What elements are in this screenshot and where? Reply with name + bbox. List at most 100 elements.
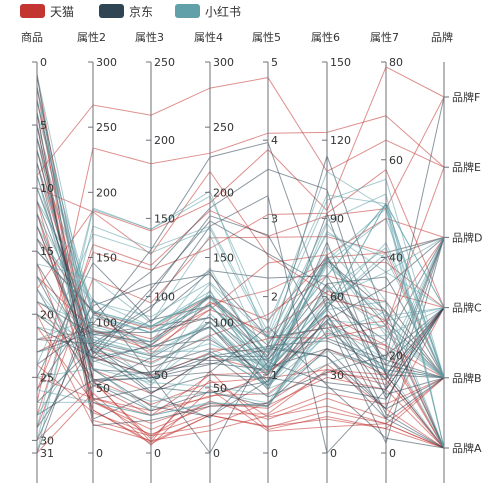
series-2-line-21 — [36, 307, 445, 398]
axis-4-tick-label-7: 300 — [213, 56, 234, 69]
series-3-line-23 — [36, 264, 445, 376]
legend-swatch-2[interactable] — [99, 4, 124, 18]
series-1-line-25 — [36, 314, 445, 412]
legend-label-3[interactable]: 小红书 — [205, 4, 241, 19]
axes: 商品05101520253031属性2050100150200250300属性3… — [21, 30, 482, 483]
series-3-line-6 — [36, 137, 445, 378]
series-3-line-31 — [36, 190, 445, 454]
axis-2-tick-label-6: 250 — [96, 121, 117, 134]
series-1-line-27 — [36, 115, 445, 403]
series-1-line-8 — [36, 162, 445, 379]
series-3-line-30 — [36, 170, 445, 441]
axis-7-tick-label-2: 20 — [389, 349, 403, 362]
axis-1-tick-label-8: 31 — [40, 447, 54, 460]
series-2-line-26 — [36, 273, 445, 391]
axis-3-tick-label-6: 250 — [154, 56, 175, 69]
axis-8-tick-label-1: 品牌A — [452, 441, 482, 455]
series-2-line-1 — [36, 74, 445, 420]
axis-7-tick-label-5: 80 — [389, 56, 403, 69]
axis-3: 属性3 0 50 100 150 200 250 — [135, 30, 175, 483]
axis-4-tick-label-3: 100 — [213, 317, 234, 330]
axis-4-tick-label-6: 250 — [213, 121, 234, 134]
axis-2-tick-label-1: 0 — [96, 447, 103, 460]
axis-3-tick-label-2: 50 — [154, 369, 168, 382]
axis-5-tick-label-6: 5 — [271, 56, 278, 69]
axis-6-tick-label-5: 120 — [330, 134, 351, 147]
series-3-line-28 — [36, 246, 445, 416]
axis-name-6: 属性6 — [311, 30, 340, 44]
axis-6-tick-label-3: 60 — [330, 291, 344, 304]
axis-1-tick-label-6: 25 — [40, 371, 54, 384]
axis-name-1: 商品 — [21, 30, 43, 44]
axis-7-tick-label-3: 40 — [389, 252, 403, 265]
axis-8-tick-label-5: 品牌E — [452, 160, 481, 174]
series-3-line-18 — [36, 285, 445, 387]
series-1-line-23 — [36, 217, 445, 353]
axis-4-tick-label-5: 200 — [213, 186, 234, 199]
axis-7-tick-label-4: 60 — [389, 154, 403, 167]
axis-4: 属性4 0 50 100 150 200 250 300 — [194, 30, 234, 483]
axis-5-tick-label-4: 3 — [271, 212, 278, 225]
series-2-line-22 — [36, 269, 445, 379]
axis-name-3: 属性3 — [135, 30, 164, 44]
series-2-line-30 — [36, 168, 445, 441]
legend-label-1[interactable]: 天猫 — [50, 5, 74, 19]
series-3-line-12 — [36, 213, 445, 379]
axis-1-tick-label-2: 5 — [40, 119, 47, 132]
series-3-line-24 — [36, 178, 445, 378]
series-2-line-29 — [36, 194, 445, 455]
series-3-line-13 — [36, 207, 445, 449]
series-1-line-18 — [36, 66, 445, 290]
axis-8-tick-label-4: 品牌D — [452, 230, 482, 244]
series-3-line-27 — [36, 237, 445, 417]
series-2-line-9 — [36, 154, 445, 379]
axis-4-tick-label-1: 0 — [213, 447, 220, 460]
axis-6: 属性6 0 30 60 90 120 150 — [311, 30, 351, 483]
series-1-line-31 — [36, 377, 445, 454]
series-3-line-22 — [36, 217, 445, 378]
axis-name-4: 属性4 — [194, 30, 223, 44]
series-1-line-9 — [36, 77, 445, 176]
series-3-line-7 — [36, 150, 445, 371]
axis-2-tick-label-3: 100 — [96, 317, 117, 330]
series-2-line-13 — [36, 225, 445, 379]
series-3-line-25 — [36, 350, 445, 449]
axis-7-tick-label-1: 0 — [389, 447, 396, 460]
axis-2-tick-label-5: 200 — [96, 186, 117, 199]
axis-6-tick-label-1: 0 — [330, 447, 337, 460]
series-3-line-20 — [36, 300, 445, 388]
axis-1-tick-label-1: 0 — [40, 56, 47, 69]
series-1-line-26 — [36, 168, 445, 391]
series-1-line-10 — [36, 170, 445, 449]
legend-swatch-3[interactable] — [175, 4, 200, 18]
series-3-line-8 — [36, 162, 445, 387]
legend-label-2[interactable]: 京东 — [129, 5, 153, 19]
series-3-line-16 — [36, 234, 445, 378]
axis-name-5: 属性5 — [252, 30, 281, 44]
axis-5-tick-label-3: 2 — [271, 291, 278, 304]
axis-2-tick-label-4: 150 — [96, 252, 117, 265]
axis-5: 属性5 0 1 2 3 4 5 — [252, 30, 281, 483]
series-3-line-17 — [36, 271, 445, 387]
axis-name-2: 属性2 — [77, 30, 106, 44]
series-2-line-31 — [36, 253, 445, 454]
axis-8-tick-label-3: 品牌C — [452, 301, 482, 315]
series-1-line-28 — [36, 96, 445, 416]
axis-1-tick-label-5: 20 — [40, 308, 54, 321]
series-3-line-9 — [36, 175, 445, 404]
axis-8-tick-label-2: 品牌B — [452, 371, 482, 385]
axis-6-tick-label-4: 90 — [330, 212, 344, 225]
axis-3-tick-label-1: 0 — [154, 447, 161, 460]
axis-5-tick-label-1: 0 — [271, 447, 278, 460]
series-2-line-18 — [36, 96, 445, 391]
axis-2-tick-label-7: 300 — [96, 56, 117, 69]
legend-swatch-1[interactable] — [20, 4, 45, 18]
axis-6-tick-label-6: 150 — [330, 56, 351, 69]
series-1-line-21 — [36, 326, 445, 449]
series-2-line-5 — [36, 125, 445, 401]
legend: 天猫 京东 小红书 — [20, 4, 241, 19]
axis-2: 属性2 0 50 100 150 200 250 300 — [77, 30, 117, 483]
